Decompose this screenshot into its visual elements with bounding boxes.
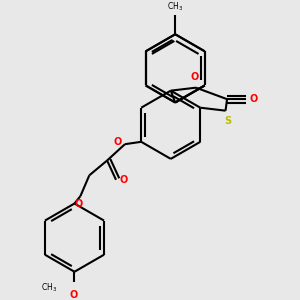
Text: O: O [191,72,199,82]
Text: S: S [224,116,232,126]
Text: O: O [250,94,258,104]
Text: O: O [120,176,128,185]
Text: CH$_3$: CH$_3$ [167,0,183,13]
Text: O: O [114,137,122,147]
Text: O: O [75,199,83,209]
Text: CH$_3$: CH$_3$ [40,282,57,294]
Text: O: O [69,290,77,300]
